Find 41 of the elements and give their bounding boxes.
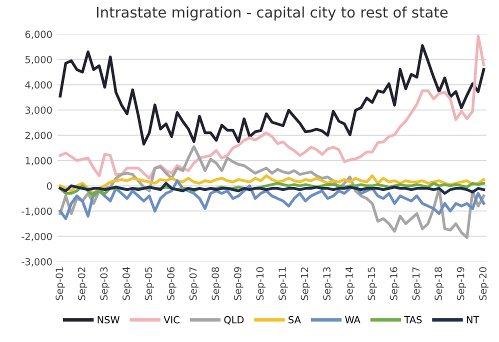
x-tick-label: Sep-02 <box>78 267 88 300</box>
line-series <box>58 44 486 146</box>
x-tick-label: Sep-08 <box>212 267 221 300</box>
x-tick-label: Sep-06 <box>167 267 176 300</box>
legend-label: NT <box>466 316 480 324</box>
x-tick-label: Sep-20 <box>479 267 488 300</box>
y-tick-label: 4,000 <box>25 81 52 90</box>
line-series <box>58 179 486 220</box>
y-tick-label: 0 <box>46 182 52 190</box>
x-tick-label: Sep-13 <box>323 267 332 300</box>
x-tick-label: Sep-09 <box>234 267 244 300</box>
x-tick-label: Sep-04 <box>122 267 132 300</box>
legend-label: QLD <box>224 316 244 325</box>
legend-label: VIC <box>164 316 180 324</box>
line-series <box>58 34 486 180</box>
x-tick-label: Sep-11 <box>278 267 288 300</box>
x-tick-label: Sep-07 <box>189 267 199 300</box>
y-tick-label: -2,000 <box>22 232 52 242</box>
x-tick-label: Sep-15 <box>368 267 377 300</box>
x-tick-label: Sep-17 <box>412 267 422 300</box>
legend-label: NSW <box>98 316 120 324</box>
legend-label: WA <box>345 316 360 324</box>
y-tick-label: 5,000 <box>25 56 52 64</box>
x-tick-label: Sep-18 <box>434 267 444 300</box>
x-tick-label: Sep-19 <box>456 267 466 300</box>
x-tick-label: Sep-10 <box>256 267 266 300</box>
legend-label: TAS <box>404 316 422 324</box>
chart-title: Intrastate migration - capital city to rest of state <box>96 6 448 21</box>
x-tick-label: Sep-05 <box>144 267 154 300</box>
x-tick-label: Sep-12 <box>300 267 310 300</box>
y-tick-label: 3,000 <box>25 106 52 115</box>
y-tick-label: 2,000 <box>25 132 52 140</box>
x-tick-label: Sep-16 <box>390 267 400 300</box>
x-tick-label: Sep-14 <box>345 267 355 300</box>
y-tick-label: -1,000 <box>22 208 52 216</box>
legend-label: SA <box>288 316 301 324</box>
y-tick-label: 1,000 <box>26 157 52 166</box>
y-tick-label: -3,000 <box>22 258 52 266</box>
x-tick-label: Sep-01 <box>56 267 65 300</box>
x-tick-label: Sep-03 <box>100 267 110 300</box>
y-tick-label: 6,000 <box>25 30 52 40</box>
